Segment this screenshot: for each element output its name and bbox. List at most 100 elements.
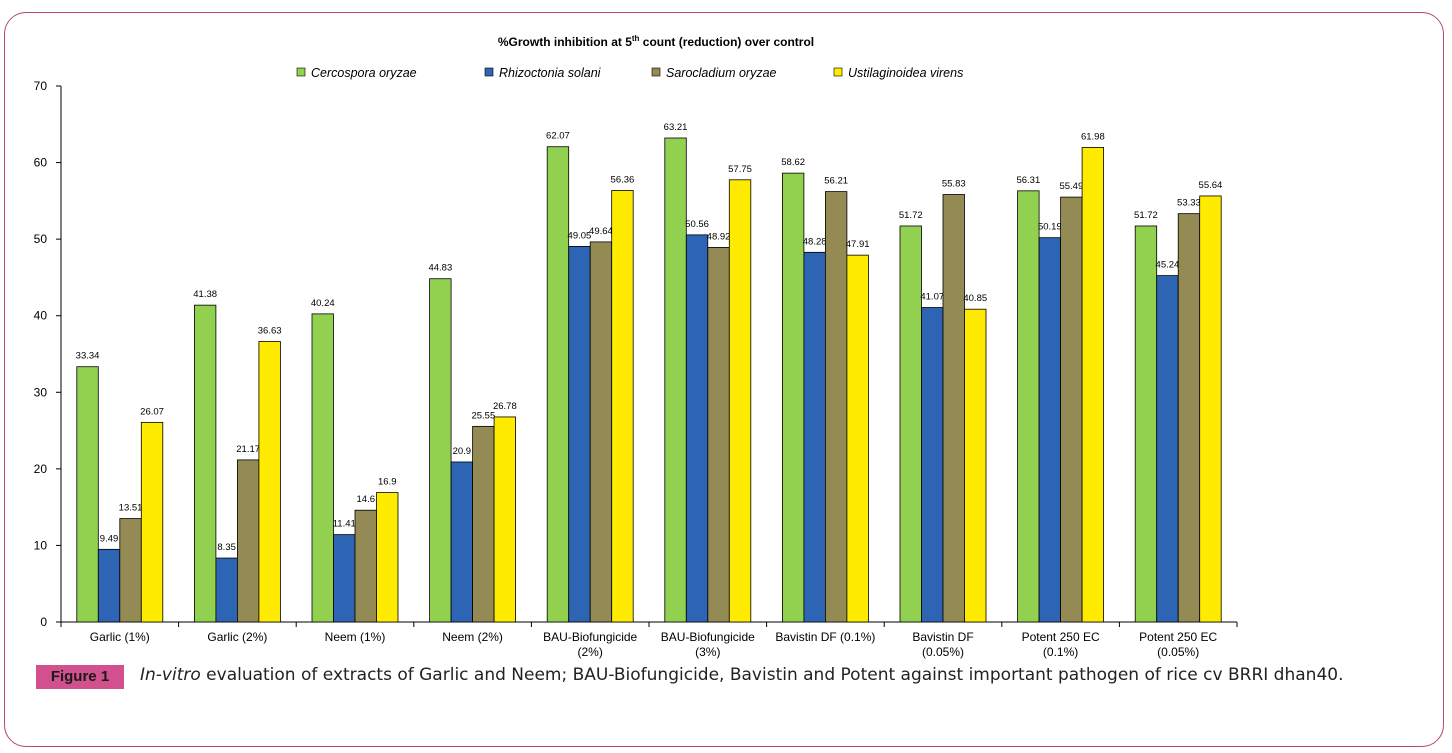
bar (97, 548, 121, 623)
data-label: 51.72 (1134, 210, 1158, 221)
bar (707, 247, 730, 623)
bar (236, 459, 260, 623)
data-label: 50.56 (685, 219, 709, 230)
data-label: 25.55 (471, 410, 495, 421)
x-tick-label: (3%) (695, 645, 720, 659)
data-label: 61.98 (1081, 131, 1105, 142)
bar (568, 246, 591, 623)
bar (782, 172, 805, 623)
bar (376, 492, 399, 623)
bar (1060, 196, 1083, 623)
axes: 0 10 20 30 40 50 60 70 Garlic (1%) Garlic (2%) Nee… (34, 79, 1238, 659)
bar (311, 313, 334, 623)
bar (333, 534, 356, 623)
figure-frame (4, 12, 1444, 747)
data-label: 44.83 (428, 263, 452, 274)
x-tick-label: (0.1%) (1043, 645, 1078, 659)
data-label: 11.41 (333, 519, 356, 530)
legend-label: Sarocladium oryzae (666, 66, 777, 80)
bar (472, 425, 495, 623)
data-label: 8.35 (217, 542, 236, 553)
x-tick-label: BAU-Biofungicide (661, 630, 755, 644)
bar (429, 278, 452, 623)
bar (215, 557, 238, 623)
y-tick-label: 40 (34, 309, 48, 323)
caption-italic: In-vitro (140, 665, 201, 685)
caption-rest: evaluation of extracts of Garlic and Nee… (200, 665, 1344, 685)
chart-title-superscript: th (632, 34, 640, 43)
data-label: 49.05 (568, 230, 592, 241)
chart-title-main: %Growth inhibition at 5 (498, 35, 632, 49)
data-label: 14.6 (357, 494, 376, 505)
bar (76, 366, 99, 623)
bar (1156, 275, 1179, 623)
x-tick-label: Potent 250 EC (1139, 630, 1217, 644)
data-label: 55.83 (942, 179, 966, 190)
y-tick-label: 10 (34, 538, 48, 552)
legend: Cercospora oryzae Rhizoctonia solani Saroc… (296, 66, 963, 80)
data-label: 20.9 (453, 446, 472, 457)
bar (589, 241, 613, 623)
bar (825, 191, 848, 623)
x-tick-label: (0.05%) (1157, 645, 1199, 659)
y-tick-label: 0 (40, 615, 47, 629)
bar (664, 137, 687, 623)
bar-chart: %Growth inhibition at 5th count (reducti… (34, 34, 1238, 659)
data-label: 50.19 (1038, 222, 1062, 233)
bar (493, 416, 517, 623)
data-label: 47.91 (846, 239, 870, 250)
figure-caption-text: In-vitro evaluation of extracts of Garli… (140, 662, 1440, 688)
bar (1017, 190, 1040, 623)
x-tick-label: Bavistin DF (912, 630, 973, 644)
data-label: 13.51 (119, 503, 143, 514)
bar (685, 234, 709, 623)
y-tick-label: 50 (34, 232, 48, 246)
data-label: 55.49 (1059, 181, 1083, 192)
bar (1081, 147, 1104, 623)
data-label: 62.07 (546, 131, 570, 142)
bar (450, 461, 474, 623)
bar (193, 304, 217, 623)
bar (899, 225, 922, 623)
data-label: 57.75 (728, 164, 752, 175)
data-label: 48.92 (707, 231, 731, 242)
figure-caption: Figure 1 In-vitro evaluation of extracts… (36, 662, 1436, 742)
chart-title: %Growth inhibition at 5th count (reducti… (498, 34, 814, 49)
bar (611, 190, 634, 623)
data-label: 41.07 (920, 292, 944, 303)
data-label: 9.49 (100, 533, 119, 544)
bar (119, 518, 142, 623)
x-tick-label: Garlic (2%) (207, 630, 267, 644)
data-label: 16.9 (378, 477, 397, 488)
data-label: 48.28 (803, 236, 827, 247)
data-label: 21.17 (236, 444, 260, 455)
bar (140, 421, 164, 623)
bar (942, 194, 965, 623)
y-tick-label: 70 (34, 79, 48, 93)
data-label: 55.64 (1199, 180, 1223, 191)
bar (354, 509, 377, 623)
data-label: 56.31 (1016, 175, 1040, 186)
data-label: 56.21 (824, 176, 848, 187)
legend-swatch (296, 67, 306, 77)
legend-label: Cercospora oryzae (311, 66, 417, 80)
bar (846, 254, 869, 623)
data-label: 33.34 (76, 351, 100, 362)
data-label: 36.63 (258, 326, 282, 337)
bar (1134, 225, 1158, 623)
y-tick-label: 20 (34, 462, 48, 476)
x-tick-label: BAU-Biofungicide (543, 630, 637, 644)
bar (803, 251, 826, 623)
bar (1177, 213, 1201, 623)
legend-swatch (651, 67, 661, 77)
data-label: 45.24 (1156, 260, 1180, 271)
x-tick-label: Neem (1%) (325, 630, 386, 644)
x-tick-label: Bavistin DF (0.1%) (775, 630, 875, 644)
data-label: 26.78 (493, 401, 517, 412)
bar (546, 146, 570, 623)
legend-label: Ustilaginoidea virens (848, 66, 963, 80)
bar (258, 341, 281, 623)
bar (964, 308, 987, 623)
data-label: 58.62 (781, 157, 805, 168)
data-label: 53.33 (1177, 198, 1201, 209)
